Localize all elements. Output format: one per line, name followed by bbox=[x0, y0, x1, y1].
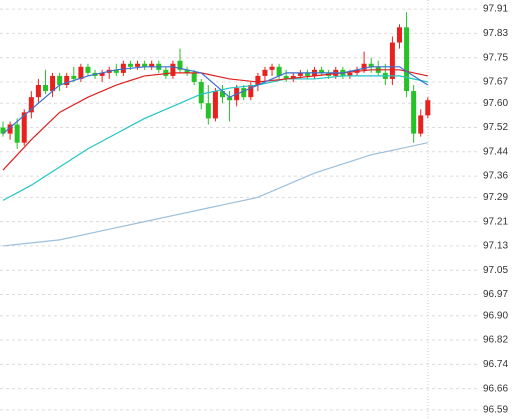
candle-body bbox=[191, 72, 197, 82]
y-tick-label: 96.59 bbox=[483, 405, 508, 416]
moving-average-line bbox=[2, 66, 429, 135]
y-tick-label: 97.91 bbox=[483, 4, 508, 15]
y-tick-label: 96.97 bbox=[483, 289, 508, 300]
y-tick-label: 97.67 bbox=[483, 77, 508, 88]
candle-body bbox=[135, 63, 141, 67]
y-tick-label: 97.21 bbox=[483, 216, 508, 227]
candle-body bbox=[14, 124, 20, 143]
candle-body bbox=[85, 66, 91, 73]
candle-body bbox=[290, 75, 296, 79]
candle-body bbox=[389, 42, 395, 79]
candle-body bbox=[120, 63, 126, 73]
candle-body bbox=[262, 69, 268, 76]
candle-body bbox=[42, 85, 48, 92]
candle-body bbox=[205, 103, 211, 119]
candle-body bbox=[283, 75, 289, 79]
candle-body bbox=[269, 66, 275, 70]
candle-body bbox=[149, 63, 155, 67]
y-tick-label: 97.75 bbox=[483, 52, 508, 63]
candle-body bbox=[50, 75, 56, 92]
candle-body bbox=[127, 63, 133, 67]
candle-body bbox=[212, 91, 218, 119]
candle-body bbox=[99, 72, 105, 76]
candle-body bbox=[184, 69, 190, 73]
y-tick-label: 97.83 bbox=[483, 28, 508, 39]
candle-body bbox=[57, 75, 63, 86]
y-tick-label: 96.74 bbox=[483, 359, 508, 370]
candle-body bbox=[227, 97, 233, 101]
candle-body bbox=[219, 91, 225, 98]
candle-body bbox=[319, 69, 325, 73]
moving-average-line bbox=[2, 69, 428, 171]
candle-body bbox=[418, 115, 424, 134]
candle-body bbox=[255, 75, 261, 86]
y-tick-label: 97.05 bbox=[483, 265, 508, 276]
candle-body bbox=[163, 69, 169, 76]
candle-body bbox=[411, 91, 417, 134]
candle-body bbox=[21, 112, 27, 143]
candle-body bbox=[361, 63, 367, 70]
candle-body bbox=[142, 63, 148, 67]
candle-body bbox=[0, 127, 6, 134]
candle-body bbox=[396, 27, 402, 43]
candle-body bbox=[198, 81, 204, 104]
y-tick-label: 97.29 bbox=[483, 192, 508, 203]
y-tick-label: 97.60 bbox=[483, 98, 508, 109]
y-tick-label: 96.90 bbox=[483, 310, 508, 321]
moving-average-line bbox=[2, 75, 428, 201]
candle-body bbox=[177, 60, 183, 70]
y-tick-label: 97.36 bbox=[483, 171, 508, 182]
candle-body bbox=[113, 69, 119, 73]
candle-body bbox=[297, 72, 303, 76]
y-tick-label: 97.52 bbox=[483, 122, 508, 133]
y-tick-label: 97.13 bbox=[483, 241, 508, 252]
candle-body bbox=[368, 63, 374, 67]
candle-body bbox=[7, 124, 13, 134]
moving-average-line bbox=[2, 142, 428, 247]
y-tick-label: 97.44 bbox=[483, 146, 508, 157]
candle-body bbox=[35, 85, 41, 98]
candle-body bbox=[241, 88, 247, 98]
candle-body bbox=[404, 27, 410, 92]
candle-body bbox=[71, 75, 77, 79]
y-tick-label: 96.82 bbox=[483, 335, 508, 346]
candle-body bbox=[64, 75, 70, 86]
candle-body bbox=[248, 85, 254, 98]
candle-body bbox=[347, 72, 353, 76]
candle-body bbox=[78, 66, 84, 79]
candle-body bbox=[28, 97, 34, 113]
candle-body bbox=[170, 63, 176, 76]
y-tick-label: 96.66 bbox=[483, 383, 508, 394]
candle-body bbox=[276, 66, 282, 76]
candle-body bbox=[425, 100, 431, 116]
candle-body bbox=[304, 72, 310, 76]
